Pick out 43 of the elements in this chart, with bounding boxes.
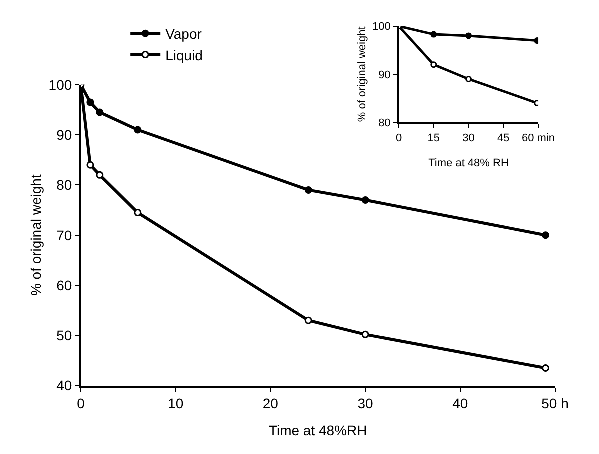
point <box>430 31 438 38</box>
y-tick-label: 80 <box>378 117 391 130</box>
point <box>304 316 312 324</box>
y-tick-label: 80 <box>56 177 72 194</box>
x-tick-label: 50 h <box>542 396 569 412</box>
x-tick-label: 40 <box>452 396 468 412</box>
x-tick-label: 15 <box>428 132 440 145</box>
point <box>96 108 104 116</box>
point <box>134 126 142 134</box>
x-tick-label: 30 <box>358 396 374 412</box>
y-tick-label: 60 <box>56 277 72 294</box>
y-tick-label: 100 <box>372 21 391 34</box>
y-tick-label: 100 <box>48 76 72 93</box>
y-axis-title: % of original weight <box>356 26 369 122</box>
point <box>466 76 472 82</box>
y-tick-label: 90 <box>378 69 391 82</box>
y-tick-label: 40 <box>56 378 72 394</box>
point <box>466 32 472 40</box>
point <box>86 98 94 106</box>
x-axis-title: Time at 48% RH <box>428 157 509 170</box>
point <box>362 330 370 338</box>
legend-label: Vapor <box>166 26 202 42</box>
point <box>542 232 550 240</box>
point <box>304 186 312 194</box>
x-axis-title: Time at 48%RH <box>268 422 368 438</box>
y-axis-title: % of original weight <box>28 174 44 296</box>
x-tick-label: 60 min <box>522 132 556 145</box>
point <box>430 62 438 68</box>
x-tick-label: 10 <box>168 396 184 412</box>
x-tick-label: 20 <box>262 396 279 412</box>
y-tick-label: 70 <box>56 227 72 244</box>
point <box>96 171 104 179</box>
x-tick-label: 45 <box>498 132 510 145</box>
y-tick-label: 90 <box>56 126 72 143</box>
point <box>362 196 370 204</box>
x-tick-label: 0 <box>77 396 86 412</box>
legend-label: Liquid <box>166 47 203 64</box>
point <box>86 161 94 169</box>
point <box>542 364 550 372</box>
y-tick-label: 50 <box>56 328 72 344</box>
point <box>134 209 142 217</box>
x-tick-label: 0 <box>396 132 402 145</box>
x-tick-label: 30 <box>462 132 475 145</box>
